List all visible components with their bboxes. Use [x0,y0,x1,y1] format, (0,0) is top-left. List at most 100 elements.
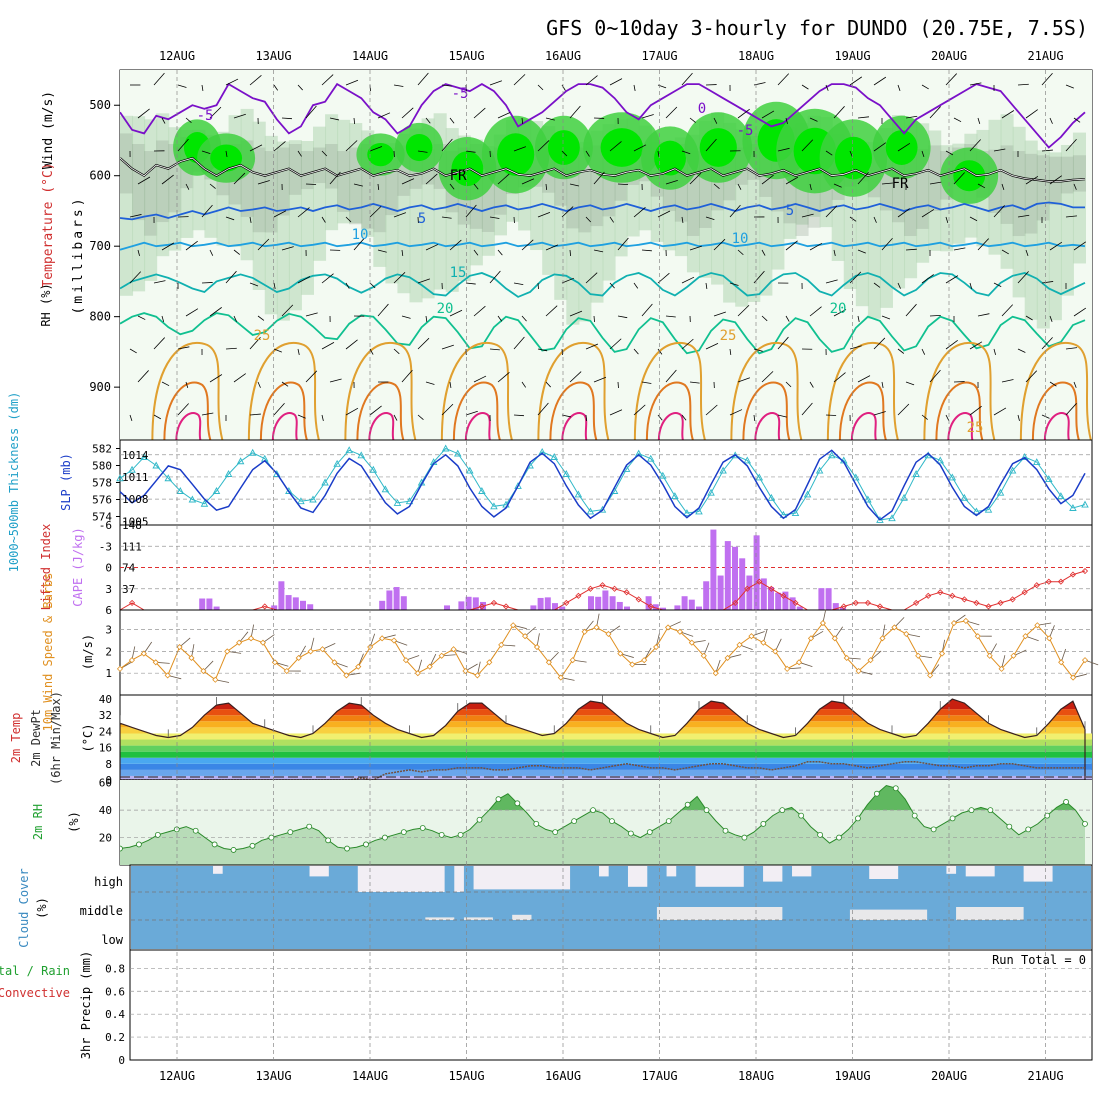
wind-panel-content: 1 2 3 [105,609,1099,683]
thickness-marker [996,488,1005,496]
wind-barb [353,237,365,251]
wind-barb [345,79,359,86]
wind-barb [281,304,294,317]
wind-barb [233,373,246,383]
li-marker [744,585,751,592]
wind-barb [545,305,558,317]
run-total-label: Run Total = 0 [992,953,1086,967]
wind-speed-marker [962,617,969,624]
rh-dark-band [1012,151,1026,237]
wind-barb [321,216,326,223]
bottom-date-17AUG: 17AUG [641,1069,677,1083]
li-marker [502,603,510,610]
rh-marker [779,807,786,814]
wind-barb [297,414,306,419]
wind-barb [449,183,455,190]
cape-bar [775,592,782,610]
wind-barb [1065,84,1074,89]
wind-barb [857,116,870,119]
li-marker [1045,578,1052,585]
wind-speed-marker [152,659,159,666]
wind-barb [585,75,598,86]
wind-barb [521,239,534,251]
wind-barb [609,141,622,152]
wind-barb [225,270,237,284]
rh-marker [325,837,332,844]
wind-barb [465,150,476,153]
wind-speed-marker [629,661,636,668]
wind-barb [185,240,198,251]
wind-barb [729,409,743,416]
thickness-marker [224,470,233,477]
wind-barb [441,216,452,219]
rh-band [337,119,351,224]
rh-dark-band [1072,155,1086,192]
cape-bar [739,558,746,610]
contour-label: 5 [418,211,426,227]
wind-barb [777,73,790,86]
wind-barb [137,249,140,257]
wind-speed-marker [140,650,147,657]
wind-barb [737,183,742,190]
wind-barb [153,72,165,86]
wind-barb [713,183,720,189]
wind-barb [209,249,214,256]
cloud-high-gap [792,866,812,877]
wind-barb [1073,241,1087,251]
wind-barb [857,375,871,383]
wind-barb [665,179,678,185]
cape-bar [537,597,544,610]
wind-barb [609,78,623,86]
rh-marker [627,830,634,837]
thickness-marker [948,473,957,481]
isotherm-30-loop [742,381,791,440]
wind-speed-marker [1022,633,1029,640]
li-marker [864,599,871,606]
rh-band [276,141,290,321]
wind-barb [753,414,756,422]
contour-label: -5 [737,123,754,139]
wind-barb [881,182,893,185]
wind-barb [633,282,639,289]
wind-barb [897,403,910,416]
cape-bar [271,605,278,610]
wind-barb [945,150,954,156]
wind-speed-marker [521,633,529,640]
li-marker [563,599,570,606]
rh-dark-band [264,151,278,233]
wind-speed-marker [569,657,576,664]
slp-line [119,449,1086,521]
wind-barb [737,377,751,383]
li-tick-label: 0 [105,562,112,575]
wind-barb [393,212,407,218]
wind-speed-marker [557,674,564,681]
wind-barb [129,271,142,284]
wind-barb [209,374,223,383]
wind-barb [177,346,190,350]
isotherm-25-loop [826,341,899,440]
wind-barb [537,140,550,152]
wind-barb [641,381,652,384]
rh-marker [741,834,748,841]
thickness-marker [598,505,607,513]
wind-barb [1049,175,1063,185]
thickness-marker [815,466,824,474]
wind10m-panel: 1 2 3 10m Wind Speed & Barbs (m/s) [41,573,1099,731]
wind-barb [321,150,328,157]
wind-speed-marker [116,665,124,672]
thickness-marker [514,481,522,489]
wind-barb [689,117,696,123]
thickness-marker [960,493,969,501]
wind-barb [249,144,263,152]
thickness-marker [128,465,136,473]
wind-barb [185,381,189,388]
wind-barb [489,348,500,351]
thickness-marker [791,509,800,517]
rh-very-high-blob [834,136,872,180]
wind-barb [633,144,647,152]
cape-bar [782,591,789,610]
cape-tick-label: 111 [122,540,142,553]
surface-wind-barb [322,643,336,650]
wind-barb [537,348,548,352]
wind-barb [609,282,615,289]
